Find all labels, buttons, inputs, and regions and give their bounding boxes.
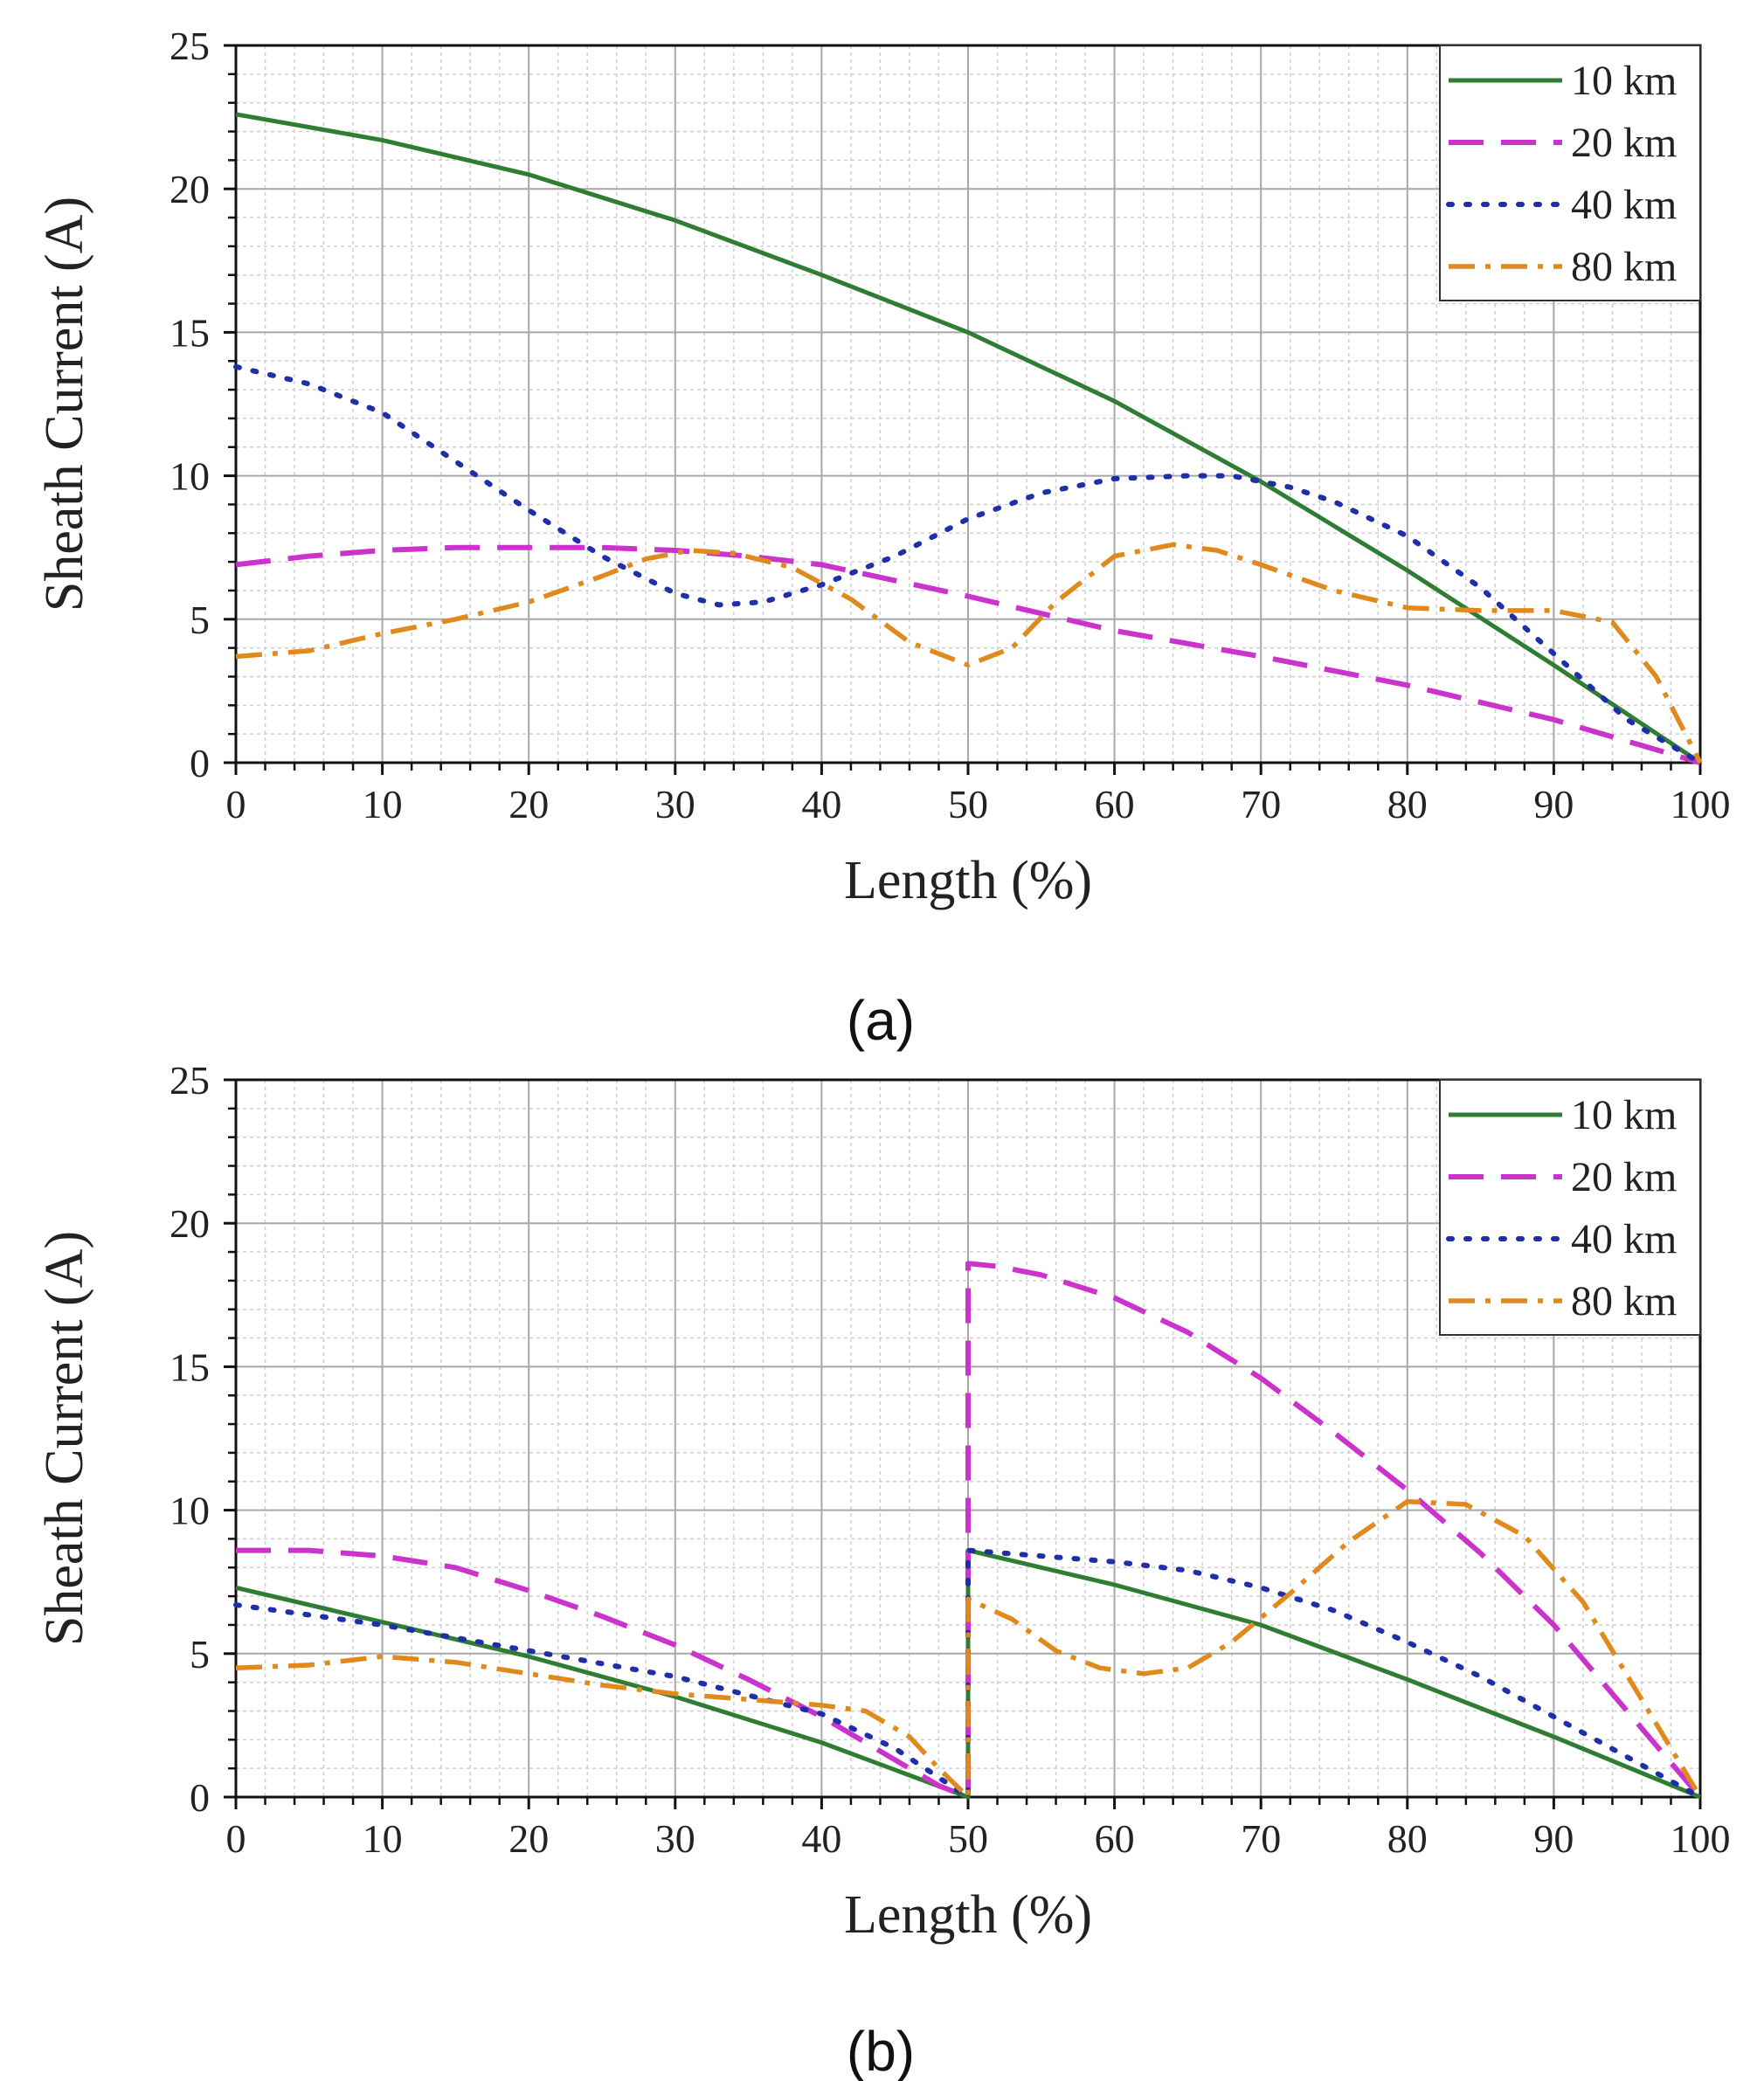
- x-tick-label: 60: [1095, 782, 1135, 826]
- chart-panel-a: 0 10 20 30 40 50 60 70 80 90 100 0 5 10 15 20 25 Length (…: [35, 24, 1730, 1052]
- x-tick-label: 30: [655, 1816, 695, 1861]
- legend-label: 20 km: [1571, 1154, 1677, 1200]
- x-tick-label: 100: [1671, 1816, 1731, 1861]
- legend-a: 10 km 20 km 40 km 80 km: [1439, 45, 1701, 301]
- legend-label: 80 km: [1571, 1278, 1677, 1324]
- panel-caption-a: (a): [847, 989, 915, 1052]
- legend-label: 10 km: [1571, 1092, 1677, 1138]
- x-axis-title: Length (%): [844, 1885, 1092, 1945]
- legend-label: 10 km: [1571, 58, 1677, 104]
- series-line-10km: [235, 112, 1702, 765]
- legend-label: 20 km: [1571, 120, 1677, 166]
- x-tick-label: 0: [226, 782, 246, 826]
- x-tick-label: 60: [1095, 1816, 1135, 1861]
- x-tick-label: 10: [363, 782, 403, 826]
- series-line-20km: [235, 544, 1701, 765]
- ticks-b: [224, 1078, 1702, 1809]
- y-tick-label: 20: [169, 167, 210, 211]
- legend-box: [1439, 45, 1701, 301]
- x-tick-label: 20: [508, 1816, 549, 1861]
- x-axis-title: Length (%): [844, 851, 1092, 910]
- x-tick-label: 30: [655, 782, 695, 826]
- x-tick-label: 50: [948, 782, 988, 826]
- legend-b: 10 km 20 km 40 km 80 km: [1439, 1079, 1701, 1336]
- x-tick-label: 80: [1387, 1816, 1428, 1861]
- y-tick-label: 20: [169, 1201, 210, 1246]
- series-line-40km: [233, 363, 1703, 765]
- y-tick-label: 5: [190, 598, 210, 642]
- legend-label: 40 km: [1571, 182, 1677, 228]
- y-axis-title: Sheath Current (A): [35, 197, 94, 612]
- legend-label: 40 km: [1571, 1216, 1677, 1262]
- x-tick-label: 70: [1241, 782, 1281, 826]
- series-line-40km: [233, 1547, 1703, 1800]
- x-tick-label: 80: [1387, 782, 1428, 826]
- y-tick-label: 10: [169, 454, 210, 499]
- ticks-a: [224, 44, 1702, 775]
- legend-box: [1439, 1079, 1701, 1336]
- series-group-b: [233, 1261, 1703, 1800]
- y-tick-label: 10: [169, 1489, 210, 1533]
- series-line-80km: [235, 542, 1703, 764]
- x-tick-label: 50: [948, 1816, 988, 1861]
- x-tick-label: 100: [1671, 782, 1731, 826]
- panel-caption-b: (b): [847, 2020, 915, 2081]
- x-tick-label: 70: [1241, 1816, 1281, 1861]
- y-tick-label: 0: [190, 1775, 210, 1820]
- x-tick-label: 90: [1533, 782, 1574, 826]
- y-tick-label: 25: [169, 24, 210, 68]
- y-axis-title: Sheath Current (A): [35, 1231, 94, 1646]
- x-tick-label: 40: [801, 1816, 841, 1861]
- y-tick-label: 25: [169, 1058, 210, 1103]
- chart-panel-b: 0 10 20 30 40 50 60 70 80 90 100 0 5 10 15 20 25 Length (…: [35, 1058, 1730, 2081]
- y-tick-label: 5: [190, 1632, 210, 1677]
- x-tick-label: 40: [801, 782, 841, 826]
- x-tick-label: 90: [1533, 1816, 1574, 1861]
- x-tick-label: 10: [363, 1816, 403, 1861]
- x-tick-label: 0: [226, 1816, 246, 1861]
- y-tick-label: 15: [169, 1345, 210, 1389]
- y-tick-label: 0: [190, 741, 210, 785]
- x-tick-label: 20: [508, 782, 549, 826]
- y-tick-label: 15: [169, 310, 210, 355]
- series-line-80km: [235, 1498, 1703, 1800]
- series-group-a: [233, 112, 1703, 765]
- legend-label: 80 km: [1571, 244, 1677, 290]
